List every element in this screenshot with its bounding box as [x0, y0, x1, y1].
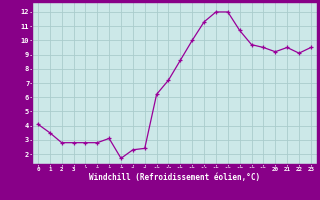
- X-axis label: Windchill (Refroidissement éolien,°C): Windchill (Refroidissement éolien,°C): [89, 173, 260, 182]
